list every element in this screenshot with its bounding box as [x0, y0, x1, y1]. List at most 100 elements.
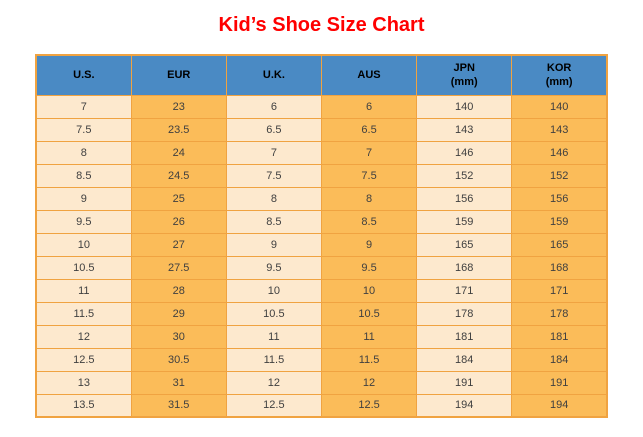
- cell: 194: [416, 393, 513, 418]
- cell: 24.5: [130, 163, 227, 188]
- cell: 9: [225, 232, 322, 257]
- page-title: Kid’s Shoe Size Chart: [218, 14, 425, 36]
- cell: 27: [130, 232, 227, 257]
- column-header-text: U.S.: [73, 69, 95, 82]
- cell: 13.5: [35, 393, 132, 418]
- cell: 156: [511, 186, 608, 211]
- cell: 6.5: [320, 117, 418, 142]
- cell: 7: [320, 140, 418, 165]
- cell: 25: [130, 186, 227, 211]
- cell: 159: [511, 209, 608, 234]
- column-header-u-k: U.K.: [225, 54, 322, 96]
- cell: 23.5: [130, 117, 227, 142]
- cell: 6.5: [225, 117, 322, 142]
- cell: 30.5: [130, 347, 227, 372]
- table-row: 11 28 10 10 171 171: [35, 278, 608, 303]
- cell: 10.5: [225, 301, 322, 326]
- cell: 168: [416, 255, 513, 280]
- cell: 152: [511, 163, 608, 188]
- cell: 181: [416, 324, 513, 349]
- table-row: 9.5 26 8.5 8.5 159 159: [35, 209, 608, 234]
- cell: 194: [511, 393, 608, 418]
- cell: 11.5: [35, 301, 132, 326]
- column-header-text: AUS: [357, 69, 381, 82]
- cell: 140: [511, 94, 608, 119]
- cell: 23: [130, 94, 227, 119]
- cell: 12: [320, 370, 418, 395]
- cell: 11.5: [320, 347, 418, 372]
- table-row: 13.5 31.5 12.5 12.5 194 194: [35, 393, 608, 418]
- cell: 10.5: [320, 301, 418, 326]
- column-header-jpn-mm: JPN (mm): [416, 54, 513, 96]
- header-row: U.S. EUR U.K. AUS JPN (mm) KOR (mm): [35, 54, 608, 96]
- cell: 165: [416, 232, 513, 257]
- cell: 28: [130, 278, 227, 303]
- cell: 10: [35, 232, 132, 257]
- cell: 31: [130, 370, 227, 395]
- cell: 11.5: [225, 347, 322, 372]
- cell: 10.5: [35, 255, 132, 280]
- column-header-text: (mm): [545, 76, 573, 89]
- cell: 159: [416, 209, 513, 234]
- cell: 146: [511, 140, 608, 165]
- cell: 8.5: [225, 209, 322, 234]
- cell: 7: [225, 140, 322, 165]
- cell: 31.5: [130, 393, 227, 418]
- column-header-text: EUR: [167, 69, 191, 82]
- cell: 8: [35, 140, 132, 165]
- cell: 6: [320, 94, 418, 119]
- cell: 29: [130, 301, 227, 326]
- cell: 13: [35, 370, 132, 395]
- cell: 12.5: [320, 393, 418, 418]
- cell: 11: [35, 278, 132, 303]
- cell: 143: [416, 117, 513, 142]
- table-row: 9 25 8 8 156 156: [35, 186, 608, 211]
- cell: 11: [225, 324, 322, 349]
- table-row: 10.5 27.5 9.5 9.5 168 168: [35, 255, 608, 280]
- cell: 146: [416, 140, 513, 165]
- table-row: 7.5 23.5 6.5 6.5 143 143: [35, 117, 608, 142]
- cell: 9.5: [225, 255, 322, 280]
- column-header-text: (mm): [450, 76, 478, 89]
- column-header-eur: EUR: [130, 54, 227, 96]
- cell: 165: [511, 232, 608, 257]
- cell: 7: [35, 94, 132, 119]
- column-header-kor-mm: KOR (mm): [511, 54, 608, 96]
- cell: 168: [511, 255, 608, 280]
- table-row: 13 31 12 12 191 191: [35, 370, 608, 395]
- cell: 140: [416, 94, 513, 119]
- cell: 30: [130, 324, 227, 349]
- cell: 7.5: [320, 163, 418, 188]
- cell: 178: [511, 301, 608, 326]
- cell: 8: [225, 186, 322, 211]
- table-row: 10 27 9 9 165 165: [35, 232, 608, 257]
- table-row: 12 30 11 11 181 181: [35, 324, 608, 349]
- cell: 12.5: [35, 347, 132, 372]
- cell: 24: [130, 140, 227, 165]
- cell: 12: [35, 324, 132, 349]
- cell: 171: [511, 278, 608, 303]
- cell: 8: [320, 186, 418, 211]
- cell: 9.5: [35, 209, 132, 234]
- cell: 12: [225, 370, 322, 395]
- cell: 12.5: [225, 393, 322, 418]
- cell: 10: [225, 278, 322, 303]
- cell: 7.5: [35, 117, 132, 142]
- column-header-text: JPN: [453, 62, 475, 75]
- cell: 8.5: [320, 209, 418, 234]
- cell: 9: [320, 232, 418, 257]
- table-row: 7 23 6 6 140 140: [35, 94, 608, 119]
- cell: 27.5: [130, 255, 227, 280]
- table-row: 8.5 24.5 7.5 7.5 152 152: [35, 163, 608, 188]
- table-row: 11.5 29 10.5 10.5 178 178: [35, 301, 608, 326]
- cell: 9.5: [320, 255, 418, 280]
- cell: 10: [320, 278, 418, 303]
- table-row: 12.5 30.5 11.5 11.5 184 184: [35, 347, 608, 372]
- table-body: 7 23 6 6 140 140 7.5 23.5 6.5 6.5 143 143 8 24 7 7 146 14…: [35, 94, 608, 418]
- cell: 7.5: [225, 163, 322, 188]
- cell: 191: [416, 370, 513, 395]
- cell: 171: [416, 278, 513, 303]
- column-header-u-s: U.S.: [35, 54, 132, 96]
- cell: 156: [416, 186, 513, 211]
- column-header-text: KOR: [546, 62, 572, 75]
